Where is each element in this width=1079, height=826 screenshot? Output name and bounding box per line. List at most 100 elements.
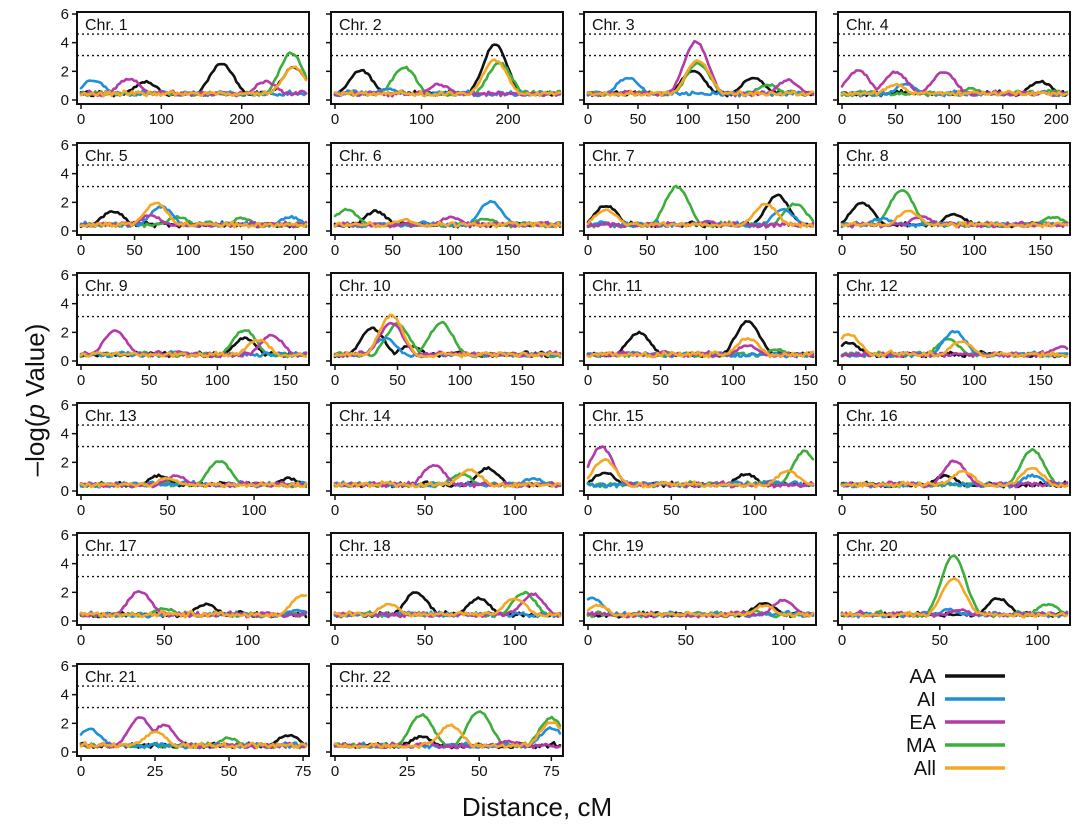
series-group — [840, 554, 1069, 619]
x-tick-label: 50 — [126, 242, 143, 259]
panel-frame — [330, 11, 564, 105]
panel-title: Chr. 11 — [592, 278, 643, 295]
chart-panel: Chr. 15 0 50 100 — [579, 402, 817, 519]
y-axis-label: –log(p Value) — [20, 324, 50, 477]
x-tick-label: 150 — [496, 242, 521, 259]
x-tick-label: 50 — [652, 372, 669, 389]
y-tick-label: 0 — [61, 483, 69, 500]
series-group — [586, 445, 815, 489]
chart-panel: Chr. 1 0 100 200 0 2 4 6 — [61, 6, 310, 128]
legend-label-ai: AI — [917, 689, 936, 711]
x-tick-label: 100 — [502, 502, 527, 519]
x-tick-label: 0 — [584, 632, 592, 649]
y-tick-label: 0 — [61, 613, 69, 630]
series-group — [79, 590, 308, 619]
series-line-ea — [586, 39, 815, 98]
panel-title: Chr. 5 — [85, 148, 128, 165]
x-tick-label: 200 — [1044, 111, 1069, 128]
legend-label-ea: EA — [909, 712, 936, 734]
x-tick-label: 150 — [725, 111, 750, 128]
x-tick-label: 50 — [900, 242, 917, 259]
x-tick-label: 0 — [584, 372, 592, 389]
chart-panel: Chr. 22 0 25 50 75 — [326, 663, 564, 780]
series-line-all — [840, 332, 1069, 359]
series-line-all — [79, 730, 308, 750]
y-tick-label: 2 — [61, 584, 69, 601]
series-line-all — [586, 59, 815, 98]
series-line-all — [840, 82, 1069, 98]
x-tick-label: 0 — [331, 632, 339, 649]
x-tick-label: 100 — [1003, 502, 1028, 519]
x-tick-label: 50 — [417, 502, 434, 519]
x-tick-label: 100 — [409, 111, 434, 128]
x-tick-label: 100 — [235, 632, 260, 649]
chart-panel: Chr. 18 0 50 100 — [326, 532, 564, 649]
panel-frame — [76, 402, 310, 496]
x-tick-label: 50 — [677, 632, 694, 649]
chart-panel: Chr. 16 0 50 100 — [833, 402, 1071, 519]
y-tick-label: 6 — [61, 527, 69, 544]
x-tick-label: 150 — [273, 372, 298, 389]
x-tick-label: 100 — [149, 111, 174, 128]
y-tick-label: 0 — [61, 744, 69, 761]
x-tick-label: 150 — [753, 242, 778, 259]
panel-frame — [330, 663, 564, 757]
panel-title: Chr. 17 — [85, 538, 137, 555]
series-group — [840, 447, 1069, 489]
panel-frame — [330, 532, 564, 626]
series-group — [79, 329, 308, 359]
panel-title: Chr. 18 — [339, 538, 391, 555]
x-tick-label: 150 — [793, 372, 818, 389]
chart-panel: Chr. 17 0 50 100 0 2 4 6 — [61, 527, 310, 649]
y-tick-label: 4 — [61, 426, 69, 443]
series-line-all — [79, 201, 308, 229]
x-tick-label: 50 — [900, 372, 917, 389]
y-tick-label: 2 — [61, 194, 69, 211]
x-tick-label: 50 — [159, 502, 176, 519]
x-tick-label: 0 — [331, 111, 339, 128]
series-line-all — [586, 202, 815, 229]
chart-panel: Chr. 21 0 25 50 75 0 2 4 6 — [61, 658, 312, 780]
y-tick-label: 6 — [61, 267, 69, 284]
x-tick-label: 150 — [1028, 242, 1053, 259]
legend-label-aa: AA — [909, 666, 936, 688]
series-line-ai — [586, 596, 815, 619]
x-tick-label: 0 — [331, 242, 339, 259]
x-tick-label: 75 — [543, 763, 560, 780]
y-tick-label: 6 — [61, 658, 69, 675]
x-tick-label: 200 — [496, 111, 521, 128]
x-tick-label: 50 — [887, 111, 904, 128]
x-tick-label: 25 — [147, 763, 164, 780]
x-tick-label: 0 — [331, 763, 339, 780]
x-tick-label: 100 — [1025, 632, 1050, 649]
panel-title: Chr. 6 — [339, 148, 382, 165]
panel-frame — [76, 142, 310, 236]
panel-title: Chr. 9 — [85, 278, 128, 295]
panel-title: Chr. 1 — [85, 17, 128, 34]
x-tick-label: 100 — [962, 242, 987, 259]
x-tick-label: 0 — [838, 632, 846, 649]
chart-panel: Chr. 19 0 50 100 — [579, 532, 817, 649]
x-tick-label: 100 — [675, 111, 700, 128]
series-group — [333, 710, 562, 750]
panel-title: Chr. 14 — [339, 408, 391, 425]
x-tick-label: 100 — [447, 372, 472, 389]
y-tick-label: 4 — [61, 35, 69, 52]
series-line-all — [840, 209, 1069, 229]
series-group — [840, 189, 1069, 229]
x-tick-label: 25 — [399, 763, 416, 780]
x-tick-label: 200 — [775, 111, 800, 128]
x-tick-label: 100 — [438, 242, 463, 259]
x-tick-label: 50 — [639, 242, 656, 259]
series-group — [333, 313, 562, 359]
x-tick-label: 75 — [295, 763, 312, 780]
x-tick-label: 150 — [229, 242, 254, 259]
x-tick-label: 100 — [502, 632, 527, 649]
series-line-ea — [79, 329, 308, 359]
y-axis-label-suffix: Value) — [20, 324, 50, 404]
x-tick-label: 0 — [584, 242, 592, 259]
panel-frame — [76, 663, 310, 757]
x-tick-label: 100 — [176, 242, 201, 259]
chart-panel: Chr. 10 0 50 100 150 — [326, 272, 564, 389]
y-tick-label: 2 — [61, 63, 69, 80]
